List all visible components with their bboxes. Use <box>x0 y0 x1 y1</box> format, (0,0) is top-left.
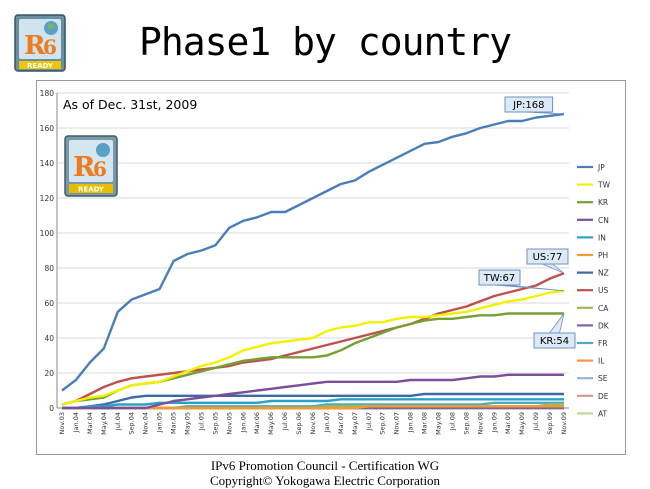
y-tick-label: 20 <box>44 369 54 378</box>
callout-tw: TW:67 <box>478 269 565 292</box>
ready-logo-inset: R 6 READY <box>64 135 118 197</box>
legend-label-ca: CA <box>598 304 609 313</box>
y-tick-label: 180 <box>40 89 55 98</box>
x-tick-label: Mar.06 <box>253 412 261 434</box>
legend-label-jp: JP <box>597 163 605 172</box>
x-tick-label: Nov.07 <box>393 412 401 435</box>
legend-label-il: IL <box>598 357 605 366</box>
x-tick-label: Mar.08 <box>421 412 429 434</box>
legend-label-de: DE <box>598 392 609 401</box>
callout-label: JP:168 <box>512 100 544 111</box>
x-tick-label: Jul.05 <box>197 412 205 431</box>
axes <box>56 93 569 409</box>
chart-annotation: As of Dec. 31st, 2009 <box>63 97 197 112</box>
x-tick-label: Nov.04 <box>142 412 150 435</box>
legend-label-tw: TW <box>597 181 611 190</box>
legend-label-dk: DK <box>598 321 610 330</box>
x-tick-label: Mar.04 <box>86 412 94 434</box>
x-tick-label: Nov.08 <box>476 412 484 435</box>
series-line-jp <box>61 112 565 392</box>
logo-inset-text: READY <box>78 186 105 194</box>
legend-label-nz: NZ <box>598 269 609 278</box>
legend-label-se: SE <box>598 374 608 383</box>
ready-logo: R 6 READY <box>14 14 66 72</box>
y-tick-label: 80 <box>44 264 54 273</box>
callout-label: TW:67 <box>483 273 516 284</box>
x-tick-label: May.06 <box>267 412 275 435</box>
x-tick-label: Jan.05 <box>156 412 164 433</box>
x-tick-label: Nov.09 <box>560 412 568 435</box>
legend-label-kr: KR <box>598 198 608 207</box>
callout-kr: KR:54 <box>533 313 576 349</box>
legend-label-us: US <box>598 286 608 295</box>
x-tick-label: Jan.04 <box>72 412 80 433</box>
page-title: Phase1 by country <box>139 20 512 64</box>
callout-label: KR:54 <box>540 336 569 347</box>
callout-jp: JP:168 <box>504 96 565 115</box>
x-tick-label: Jul.08 <box>448 412 456 431</box>
y-tick-label: 140 <box>40 159 55 168</box>
x-tick-label: Sep.08 <box>462 412 470 435</box>
x-tick-label: Sep.09 <box>546 412 554 435</box>
callout-us: US:77 <box>526 248 569 274</box>
legend-label-at: AT <box>598 409 608 418</box>
footer-line-2: Copyright© Yokogawa Electric Corporation <box>209 473 441 488</box>
y-tick-labels: 0 20 40 60 80 100 120 140 160 180 <box>40 89 55 413</box>
footer-line-1: IPv6 Promotion Council - Certification W… <box>210 458 440 473</box>
x-tick-label: Jul.07 <box>365 412 373 431</box>
x-tick-label: Jan.07 <box>323 412 331 433</box>
legend-label-ph: PH <box>598 251 608 260</box>
callout-label: US:77 <box>533 252 563 263</box>
legend-label-in: IN <box>598 233 606 242</box>
x-tick-label: Sep.06 <box>295 412 303 435</box>
x-tick-label: Mar.07 <box>337 412 345 434</box>
series-line-tw <box>61 289 565 406</box>
svg-text:6: 6 <box>43 35 57 59</box>
x-tick-label: Nov.05 <box>225 412 233 435</box>
x-tick-label: May.04 <box>100 412 108 435</box>
x-tick-label: May.09 <box>518 412 526 435</box>
legend-label-cn: CN <box>598 216 609 225</box>
x-tick-label: Jan.06 <box>239 412 247 433</box>
x-tick-label: Mar.05 <box>170 412 178 434</box>
x-tick-label: Jan.09 <box>490 412 498 433</box>
chart-frame: 0 20 40 60 80 100 120 140 160 180 Nov.03 Jan.04 Mar… <box>36 80 626 455</box>
line-chart: 0 20 40 60 80 100 120 140 160 180 Nov.03 Jan.04 Mar… <box>40 89 611 435</box>
svg-text:R: R <box>24 31 46 61</box>
svg-text:6: 6 <box>93 157 107 181</box>
x-tick-label: Nov.06 <box>309 412 317 435</box>
series-line-kr <box>61 312 564 406</box>
series-lines <box>61 112 565 410</box>
x-tick-label: Sep.07 <box>379 412 387 435</box>
y-tick-label: 120 <box>40 194 55 203</box>
x-tick-label: Jul.09 <box>532 412 540 431</box>
x-tick-label: Sep.05 <box>211 412 219 435</box>
y-tick-label: 40 <box>44 334 54 343</box>
series-line-cn <box>62 373 564 410</box>
x-tick-label: May.05 <box>184 412 192 435</box>
legend: JP TW KR CN IN PH NZ US CA DK FR IL SE DE AT <box>577 163 611 418</box>
legend-label-fr: FR <box>598 339 608 348</box>
series-line-in <box>62 398 564 410</box>
x-tick-label: Sep.04 <box>128 412 136 435</box>
y-tick-label: 0 <box>49 404 54 413</box>
logo-text: READY <box>27 62 54 70</box>
svg-text:R: R <box>73 152 96 183</box>
x-tick-label: Mar.09 <box>504 412 512 434</box>
y-tick-label: 60 <box>44 299 54 308</box>
series-line-nz <box>62 392 564 410</box>
x-tick-label: May.08 <box>435 412 443 435</box>
x-tick-label: May.07 <box>351 412 359 435</box>
y-tick-label: 160 <box>40 124 55 133</box>
gridlines <box>57 92 569 409</box>
x-tick-labels: Nov.03 Jan.04 Mar.04 May.04 Jul.04 Sep.04 Nov.… <box>58 412 568 435</box>
x-tick-label: Jul.04 <box>114 412 122 431</box>
x-tick-label: Jan.08 <box>407 412 415 433</box>
x-tick-label: Nov.03 <box>58 412 66 435</box>
callouts: JP:168 US:77 TW:67 KR:54 <box>478 96 576 349</box>
series-line-us <box>61 272 565 406</box>
y-tick-label: 100 <box>40 229 55 238</box>
x-tick-label: Jul.06 <box>281 412 289 431</box>
